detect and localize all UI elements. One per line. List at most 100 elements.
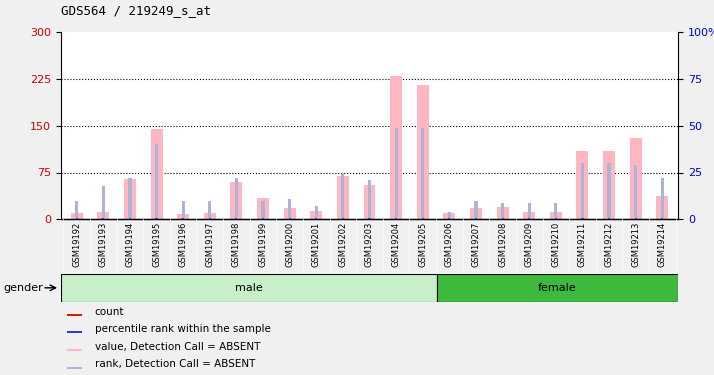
Bar xyxy=(661,217,663,219)
Text: male: male xyxy=(235,283,263,293)
Bar xyxy=(555,217,557,219)
Bar xyxy=(550,212,562,219)
Bar xyxy=(576,151,588,219)
Bar xyxy=(61,274,437,302)
Bar xyxy=(124,179,136,219)
Bar xyxy=(497,207,508,219)
Bar xyxy=(443,213,456,219)
Bar xyxy=(501,202,504,219)
Text: GSM19192: GSM19192 xyxy=(72,222,81,267)
Text: rank, Detection Call = ABSENT: rank, Detection Call = ABSENT xyxy=(95,360,255,369)
Text: GSM19205: GSM19205 xyxy=(418,222,427,267)
Bar xyxy=(76,217,78,219)
Bar xyxy=(101,186,105,219)
Bar xyxy=(368,217,371,219)
Bar xyxy=(177,214,189,219)
Bar xyxy=(475,216,477,219)
Bar xyxy=(448,217,451,219)
Bar xyxy=(151,129,163,219)
Bar xyxy=(474,201,478,219)
Bar xyxy=(603,151,615,219)
Bar xyxy=(437,274,678,302)
Bar xyxy=(129,217,131,219)
Bar xyxy=(208,217,211,219)
Bar xyxy=(656,196,668,219)
Text: GSM19211: GSM19211 xyxy=(578,222,587,267)
Text: GSM19212: GSM19212 xyxy=(605,222,613,267)
Bar xyxy=(262,216,264,219)
Bar xyxy=(342,216,344,219)
Bar xyxy=(581,216,583,219)
Text: GSM19196: GSM19196 xyxy=(178,222,188,267)
Bar xyxy=(395,216,397,219)
Bar xyxy=(581,163,584,219)
Bar xyxy=(67,332,82,333)
Bar xyxy=(422,217,424,219)
Bar xyxy=(288,216,291,219)
Bar xyxy=(129,216,131,219)
Bar xyxy=(181,201,185,219)
Bar xyxy=(235,178,238,219)
Text: GSM19202: GSM19202 xyxy=(338,222,348,267)
Bar xyxy=(422,216,424,219)
Bar xyxy=(262,217,264,219)
Bar xyxy=(554,202,558,219)
Bar xyxy=(236,216,238,219)
Text: GSM19197: GSM19197 xyxy=(205,222,214,267)
Bar xyxy=(156,216,158,219)
Bar xyxy=(236,217,238,219)
Bar xyxy=(342,217,344,219)
Bar xyxy=(208,216,211,219)
Text: GSM19195: GSM19195 xyxy=(152,222,161,267)
Text: GSM19213: GSM19213 xyxy=(631,222,640,267)
Bar xyxy=(528,216,531,219)
Bar xyxy=(288,199,291,219)
Bar xyxy=(555,216,557,219)
Bar xyxy=(182,217,184,219)
Text: GSM19207: GSM19207 xyxy=(471,222,481,267)
Bar xyxy=(67,349,82,351)
Bar xyxy=(363,185,376,219)
Bar xyxy=(501,216,503,219)
Bar xyxy=(501,217,503,219)
Bar xyxy=(390,76,402,219)
Bar xyxy=(67,314,82,316)
Text: GSM19201: GSM19201 xyxy=(312,222,321,267)
Text: GSM19208: GSM19208 xyxy=(498,222,507,267)
Bar xyxy=(315,216,317,219)
Bar xyxy=(368,216,371,219)
Bar xyxy=(448,212,451,219)
Text: gender: gender xyxy=(4,283,44,293)
Bar xyxy=(634,165,638,219)
Bar xyxy=(608,163,610,219)
Text: GSM19198: GSM19198 xyxy=(232,222,241,267)
Bar xyxy=(528,217,531,219)
Text: GSM19203: GSM19203 xyxy=(365,222,374,267)
Bar xyxy=(337,176,349,219)
Bar xyxy=(470,208,482,219)
Text: GSM19214: GSM19214 xyxy=(658,222,667,267)
Bar xyxy=(395,128,398,219)
Bar xyxy=(102,216,104,219)
Bar xyxy=(261,201,265,219)
Bar xyxy=(97,212,109,219)
Bar xyxy=(67,366,82,369)
Bar xyxy=(311,211,322,219)
Bar xyxy=(156,217,158,219)
Text: GSM19210: GSM19210 xyxy=(551,222,560,267)
Bar xyxy=(395,217,397,219)
Bar xyxy=(635,217,637,219)
Bar xyxy=(608,217,610,219)
Bar xyxy=(368,180,371,219)
Bar xyxy=(581,217,583,219)
Bar xyxy=(608,216,610,219)
Bar xyxy=(417,85,428,219)
Text: GSM19193: GSM19193 xyxy=(99,222,108,267)
Bar xyxy=(203,213,216,219)
Bar xyxy=(315,206,318,219)
Bar xyxy=(315,217,317,219)
Bar xyxy=(630,138,642,219)
Text: GSM19200: GSM19200 xyxy=(285,222,294,267)
Bar xyxy=(660,178,664,219)
Bar xyxy=(475,217,477,219)
